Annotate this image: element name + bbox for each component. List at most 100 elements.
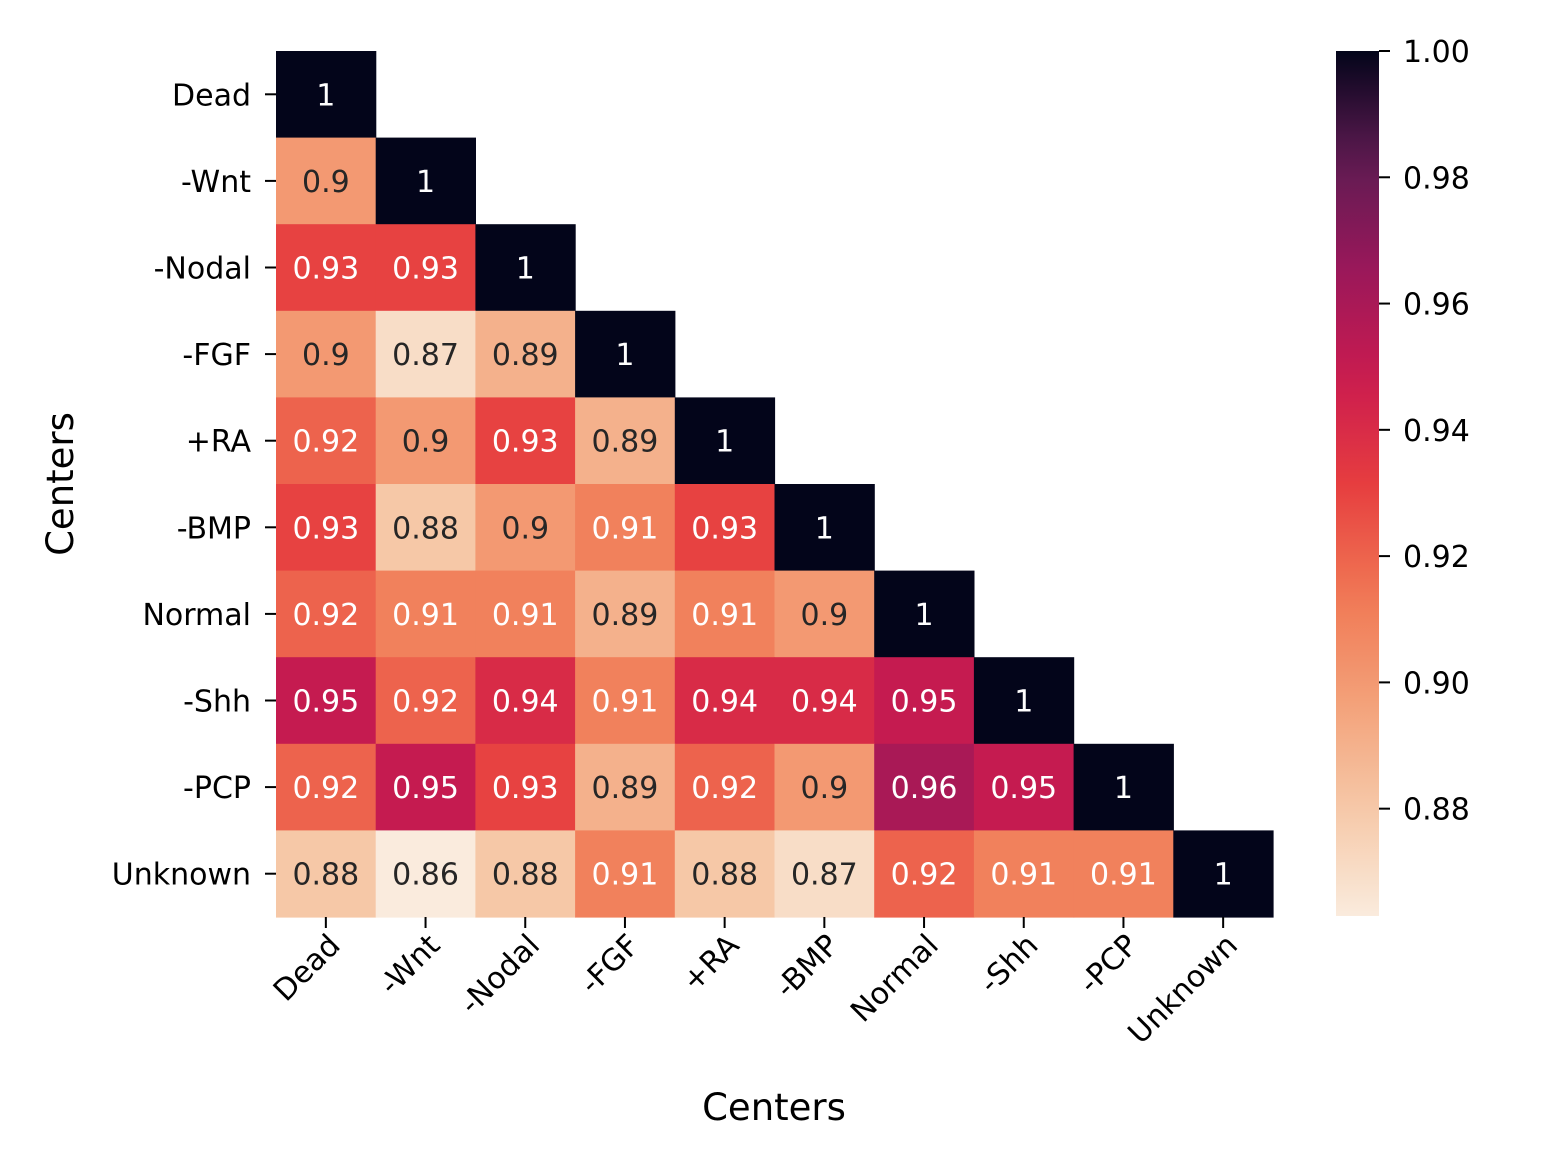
cell-label-9-6: 0.92: [891, 858, 958, 893]
cell-label-3-0: 0.9: [302, 338, 350, 373]
colorbar-tick-label-2: 0.92: [1403, 540, 1470, 575]
heatmap-cell-5-5: [774, 484, 875, 572]
heatmap-cell-6-2: [475, 570, 576, 658]
cell-label-4-4: 1: [715, 425, 734, 460]
y-tick-label-9: Unknown: [112, 858, 251, 893]
heatmap-cell-8-5: [774, 743, 875, 831]
cell-label-5-4: 0.93: [691, 511, 758, 546]
cell-label-4-1: 0.9: [402, 425, 450, 460]
x-tick-label-3: -FGF: [573, 928, 646, 1001]
x-tick-label-5: -BMP: [769, 928, 846, 1005]
x-tick-label-0: Dead: [267, 928, 348, 1009]
cell-label-4-2: 0.93: [492, 425, 559, 460]
heatmap-cell-3-0: [276, 310, 377, 398]
colorbar-tick-label-1: 0.90: [1403, 666, 1470, 701]
y-tick-label-6: Normal: [142, 598, 251, 633]
heatmap-cell-8-6: [874, 743, 975, 831]
heatmap-cell-9-5: [774, 830, 875, 918]
heatmap-cell-5-3: [575, 484, 676, 572]
cell-label-9-3: 0.91: [592, 858, 659, 893]
cell-label-6-5: 0.9: [800, 598, 848, 633]
heatmap-cell-9-2: [475, 830, 576, 918]
cell-label-9-0: 0.88: [292, 858, 359, 893]
cell-label-7-1: 0.92: [392, 685, 459, 720]
cell-label-9-8: 0.91: [1090, 858, 1157, 893]
cell-label-7-4: 0.94: [691, 685, 758, 720]
colorbar-tick-label-6: 1.00: [1403, 35, 1470, 70]
colorbar-tick-label-4: 0.96: [1403, 288, 1470, 323]
y-tick-label-3: -FGF: [182, 338, 251, 373]
colorbar-tick-label-5: 0.98: [1403, 161, 1470, 196]
x-tick-label-7: -Shh: [973, 928, 1046, 1001]
x-tick-label-9: Unknown: [1122, 928, 1245, 1051]
cell-label-5-2: 0.9: [501, 511, 549, 546]
cell-label-5-5: 1: [815, 511, 834, 546]
heatmap-cell-9-6: [874, 830, 975, 918]
heatmap-cell-7-3: [575, 657, 676, 745]
x-tick-label-2: -Nodal: [453, 928, 547, 1022]
y-tick-label-2: -Nodal: [154, 252, 251, 287]
heatmap-cell-4-2: [475, 397, 576, 485]
heatmap-cell-9-4: [674, 830, 776, 918]
cell-label-7-6: 0.95: [891, 685, 958, 720]
y-tick-label-0: Dead: [172, 78, 251, 113]
heatmap-cell-6-3: [575, 570, 676, 658]
heatmap-cell-8-0: [276, 743, 377, 831]
cell-label-5-3: 0.91: [592, 511, 659, 546]
heatmap-cell-8-2: [475, 743, 576, 831]
heatmap-cell-3-2: [475, 310, 576, 398]
cell-label-7-3: 0.91: [592, 685, 659, 720]
heatmap-cell-6-6: [874, 570, 975, 658]
cell-label-3-1: 0.87: [392, 338, 459, 373]
cell-label-2-0: 0.93: [292, 252, 359, 287]
x-tick-label-8: -PCP: [1072, 928, 1145, 1001]
cell-label-8-1: 0.95: [392, 771, 459, 806]
heatmap-cell-3-3: [575, 310, 676, 398]
heatmap-cell-0-0: [276, 51, 377, 139]
heatmap-cell-7-6: [874, 657, 975, 745]
y-axis-ticks: Dead -Wnt -Nodal -FGF +RA -BMP Normal -Shh -PCP U…: [112, 78, 276, 893]
cell-label-2-2: 1: [516, 252, 535, 287]
heatmap-cell-8-7: [973, 743, 1075, 831]
cell-label-7-0: 0.95: [292, 685, 359, 720]
cell-label-5-1: 0.88: [392, 511, 459, 546]
y-axis-label: Centers: [39, 412, 82, 556]
heatmap-cell-2-2: [475, 224, 576, 312]
heatmap-cell-6-0: [276, 570, 377, 658]
cell-label-7-5: 0.94: [791, 685, 858, 720]
cell-label-4-3: 0.89: [592, 425, 659, 460]
heatmap-cell-1-1: [375, 137, 476, 225]
x-axis-label: Centers: [702, 1086, 846, 1129]
cell-label-3-2: 0.89: [492, 338, 559, 373]
heatmap-cell-5-1: [375, 484, 476, 572]
heatmap-cell-7-2: [475, 657, 576, 745]
heatmap-cell-2-1: [375, 224, 476, 312]
heatmap-cell-4-3: [575, 397, 676, 485]
heatmap-cell-6-1: [375, 570, 476, 658]
y-tick-label-4: +RA: [186, 425, 252, 460]
heatmap-cell-9-1: [375, 830, 476, 918]
cell-label-6-4: 0.91: [691, 598, 758, 633]
cell-label-8-0: 0.92: [292, 771, 359, 806]
heatmap-cell-2-0: [276, 224, 377, 312]
cell-label-5-0: 0.93: [292, 511, 359, 546]
cell-label-6-0: 0.92: [292, 598, 359, 633]
y-tick-label-7: -Shh: [183, 685, 251, 720]
cell-label-1-1: 1: [416, 165, 435, 200]
y-tick-label-1: -Wnt: [181, 165, 251, 200]
cell-label-6-2: 0.91: [492, 598, 559, 633]
heatmap-cell-5-0: [276, 484, 377, 572]
x-tick-label-1: -Wnt: [373, 928, 447, 1002]
cell-label-7-2: 0.94: [492, 685, 559, 720]
heatmap-cell-9-8: [1073, 830, 1174, 918]
cell-label-8-8: 1: [1114, 771, 1133, 806]
cell-label-8-4: 0.92: [691, 771, 758, 806]
heatmap-cell-5-4: [674, 484, 776, 572]
heatmap-cell-6-4: [674, 570, 776, 658]
cell-label-2-1: 0.93: [392, 252, 459, 287]
cell-label-3-3: 1: [615, 338, 634, 373]
heatmap-cells: 10.9 10.93 0.93 10.9 0.87 0.89 10.92 0.9 0.93 0.8…: [276, 51, 1274, 918]
cell-label-9-1: 0.86: [392, 858, 459, 893]
heatmap-cell-4-1: [375, 397, 476, 485]
